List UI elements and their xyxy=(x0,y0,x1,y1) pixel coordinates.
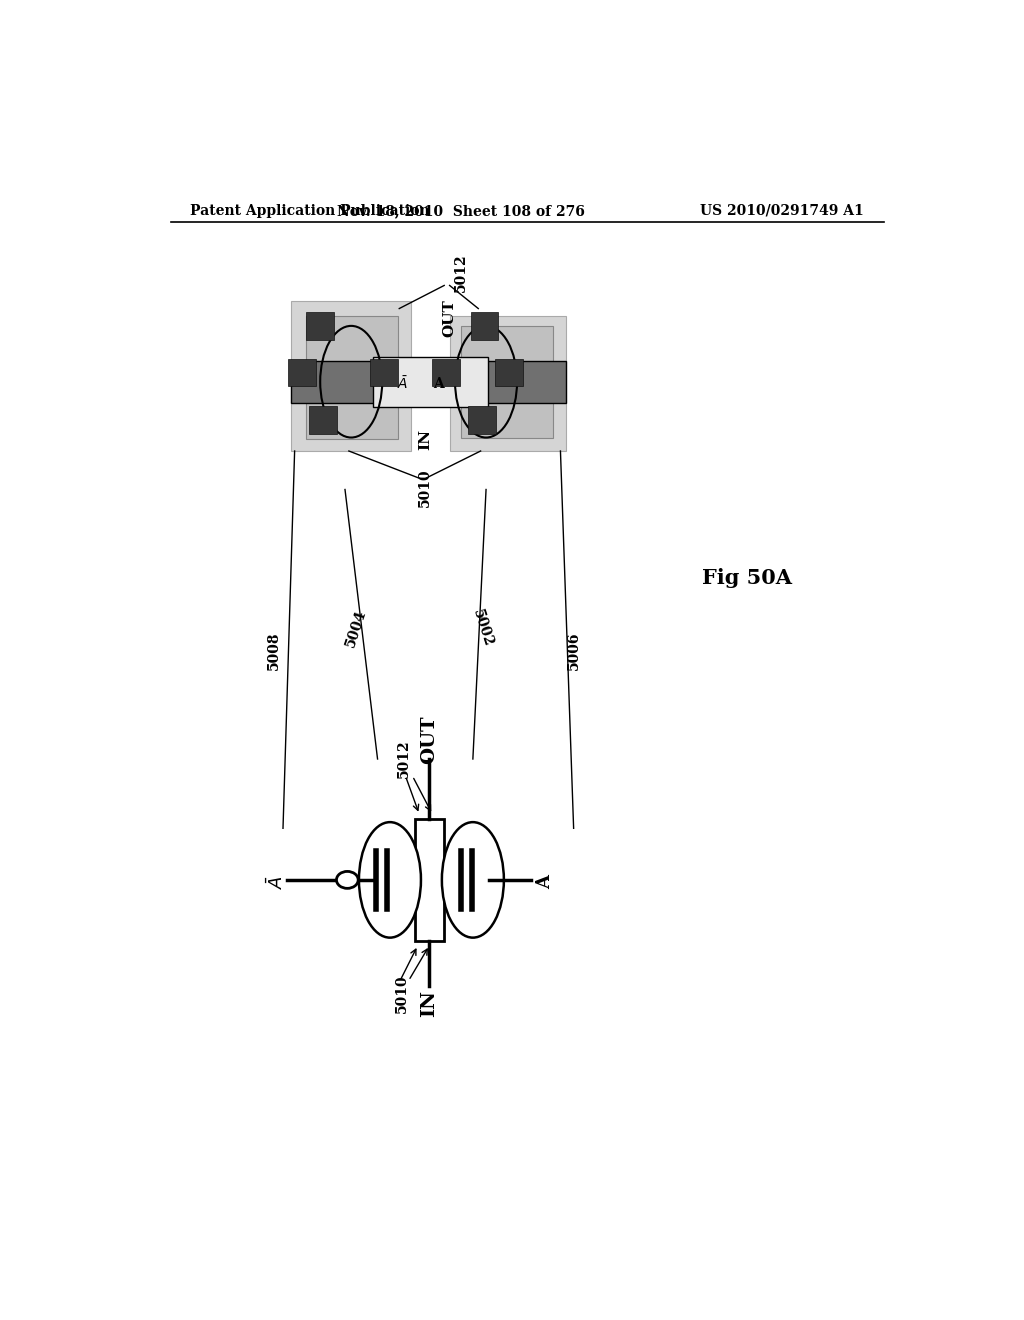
Text: US 2010/0291749 A1: US 2010/0291749 A1 xyxy=(700,203,864,218)
Bar xyxy=(461,326,553,438)
Ellipse shape xyxy=(442,822,504,937)
Bar xyxy=(375,861,489,899)
Bar xyxy=(291,360,566,404)
Bar xyxy=(289,359,316,387)
Text: $\bar{A}$: $\bar{A}$ xyxy=(266,875,287,890)
Bar xyxy=(496,359,523,387)
Text: 5006: 5006 xyxy=(566,632,581,671)
Text: OUT: OUT xyxy=(442,300,457,338)
Text: IN: IN xyxy=(418,429,432,450)
Bar xyxy=(415,818,444,941)
Bar xyxy=(450,317,566,451)
Bar xyxy=(370,359,397,387)
Text: 5010: 5010 xyxy=(394,974,409,1014)
Bar xyxy=(468,407,496,434)
Text: Nov. 18, 2010  Sheet 108 of 276: Nov. 18, 2010 Sheet 108 of 276 xyxy=(337,203,585,218)
Bar xyxy=(306,317,397,440)
Bar xyxy=(306,313,334,341)
Text: 5004: 5004 xyxy=(343,607,369,648)
Bar xyxy=(471,313,499,341)
Bar xyxy=(373,358,487,407)
Text: Patent Application Publication: Patent Application Publication xyxy=(190,203,430,218)
Text: A: A xyxy=(432,378,443,391)
Text: A: A xyxy=(536,875,554,890)
Ellipse shape xyxy=(337,871,358,888)
Text: 5002: 5002 xyxy=(470,607,496,648)
Text: 5012: 5012 xyxy=(397,739,411,779)
Text: 5008: 5008 xyxy=(266,632,281,671)
Bar xyxy=(432,359,460,387)
Text: Fig 50A: Fig 50A xyxy=(701,568,792,587)
Ellipse shape xyxy=(359,822,421,937)
Text: 5010: 5010 xyxy=(418,469,432,507)
Text: 5012: 5012 xyxy=(455,253,468,292)
Text: $\bar{A}$: $\bar{A}$ xyxy=(397,376,409,392)
Text: IN: IN xyxy=(421,990,438,1018)
Text: OUT: OUT xyxy=(421,715,438,764)
Bar xyxy=(309,407,337,434)
Bar xyxy=(291,301,411,451)
